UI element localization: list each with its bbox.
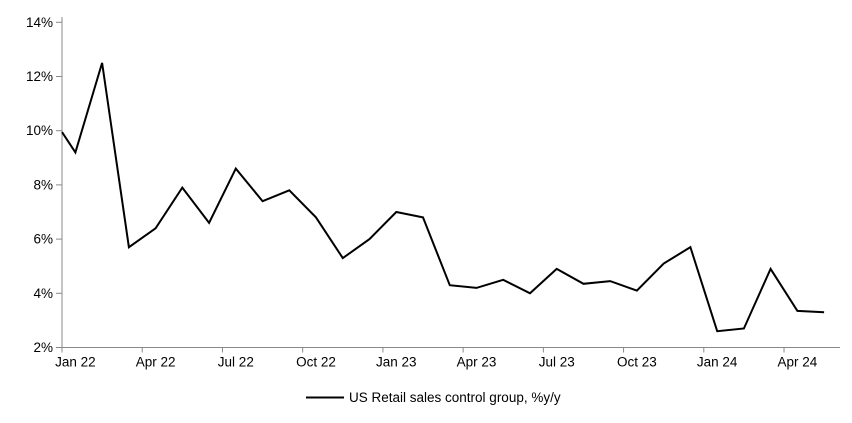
x-axis-tick-label: Apr 24 (777, 355, 817, 370)
y-axis-tick-label: 6% (33, 232, 53, 247)
x-axis-tick-label: Apr 22 (136, 355, 176, 370)
y-axis-tick-label: 4% (33, 286, 53, 301)
x-axis-tick-label: Jan 23 (376, 355, 417, 370)
y-axis-tick-label: 14% (26, 15, 53, 30)
y-axis-tick-label: 12% (26, 69, 53, 84)
x-axis-tick-label: Jan 22 (55, 355, 96, 370)
x-axis-tick-label: Oct 23 (617, 355, 657, 370)
line-series (61, 62, 825, 333)
y-axis-tick-label: 2% (33, 340, 53, 355)
x-axis-tick-label: Jul 23 (539, 355, 575, 370)
y-axis-tick-label: 10% (26, 123, 53, 138)
x-axis-tick-label: Jan 24 (697, 355, 738, 370)
legend-label: US Retail sales control group, %y/y (349, 390, 561, 405)
x-axis-tick-label: Oct 22 (296, 355, 336, 370)
x-axis-tick-label: Apr 23 (457, 355, 497, 370)
x-axis-tick-label: Jul 22 (218, 355, 254, 370)
y-axis-tick-label: 8% (33, 177, 53, 192)
